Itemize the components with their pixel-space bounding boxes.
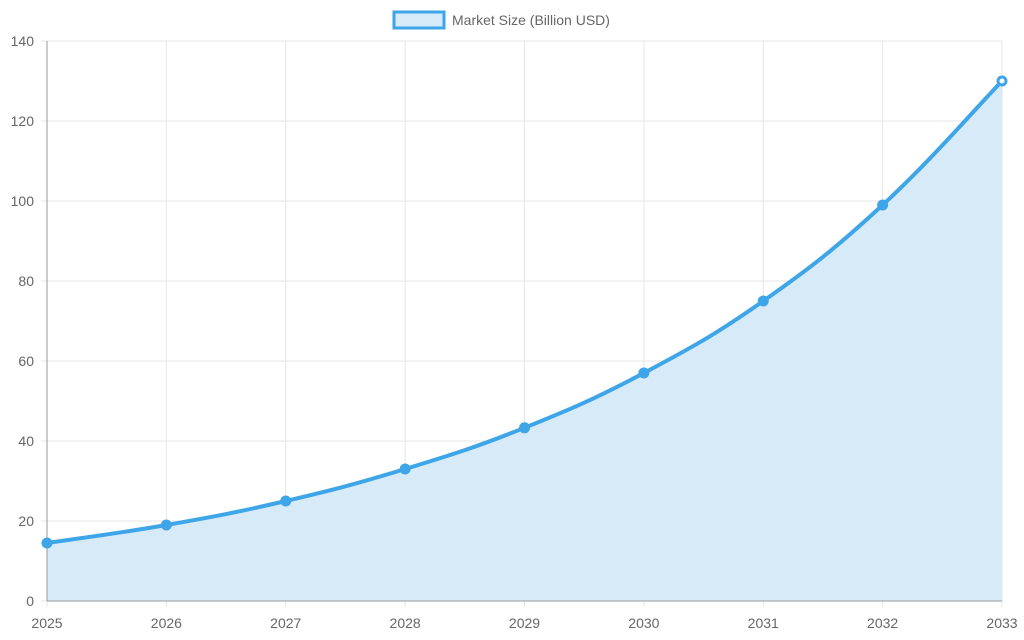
data-point[interactable] — [519, 422, 530, 434]
area-layer — [45, 79, 1004, 601]
data-point[interactable] — [399, 463, 411, 475]
series-area-fill — [47, 81, 1002, 601]
axes — [46, 41, 1002, 602]
y-tick-label: 0 — [26, 593, 34, 609]
y-tick-label: 20 — [18, 513, 34, 529]
data-point[interactable] — [996, 75, 1008, 87]
x-tick-label: 2032 — [867, 615, 898, 631]
legend-swatch[interactable] — [392, 10, 446, 30]
x-tick-label: 2031 — [748, 615, 779, 631]
y-tick-label: 120 — [11, 113, 35, 129]
x-tick-label: 2028 — [390, 615, 421, 631]
data-point[interactable] — [160, 519, 172, 531]
x-tick-label: 2027 — [270, 615, 301, 631]
data-point[interactable] — [280, 495, 292, 507]
y-tick-label: 80 — [18, 273, 34, 289]
data-point[interactable] — [757, 295, 769, 307]
legend-label[interactable]: Market Size (Billion USD) — [452, 12, 610, 28]
data-point[interactable] — [877, 199, 889, 211]
x-tick-label: 2029 — [509, 615, 540, 631]
y-tick-label: 100 — [11, 193, 35, 209]
tick-labels: 0 20 40 60 80 100 120 140 2025 2026 2027 2028 2029 20… — [11, 33, 1018, 631]
x-tick-label: 2033 — [986, 615, 1017, 631]
y-tick-label: 140 — [11, 33, 35, 49]
y-tick-label: 60 — [18, 353, 34, 369]
data-point[interactable] — [638, 367, 650, 379]
legend[interactable]: Market Size (Billion USD) — [392, 10, 610, 30]
x-tick-label: 2026 — [151, 615, 182, 631]
series-line — [45, 79, 1004, 545]
data-point[interactable] — [41, 537, 53, 549]
y-tick-label: 40 — [18, 433, 34, 449]
x-tick-label: 2030 — [628, 615, 659, 631]
data-points — [41, 75, 1008, 549]
x-tick-label: 2025 — [31, 615, 62, 631]
